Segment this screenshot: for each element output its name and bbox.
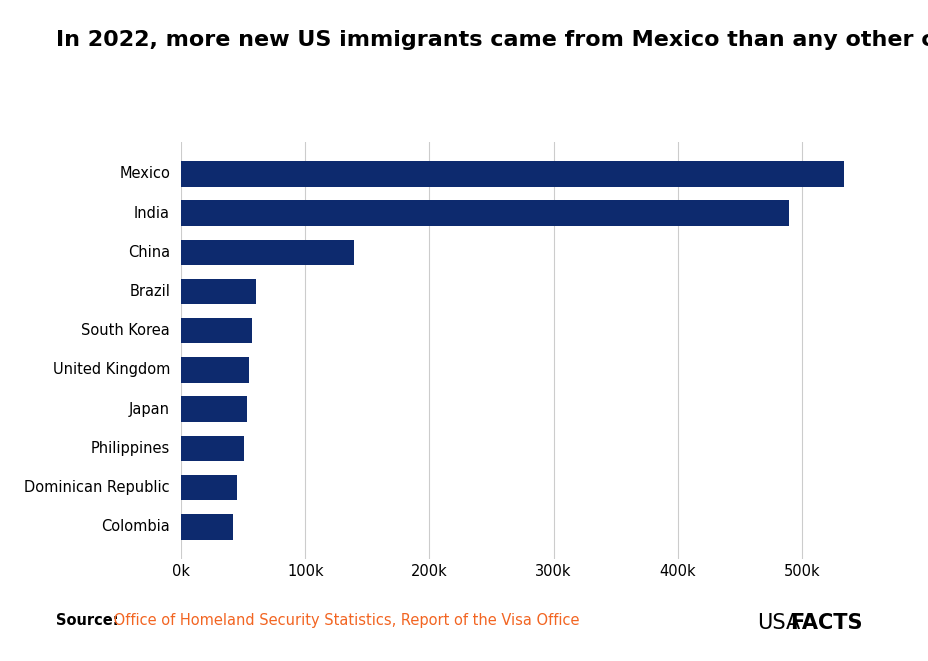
Bar [181, 357, 249, 383]
Bar [181, 239, 354, 265]
Text: In 2022, more new US immigrants came from Mexico than any other country: In 2022, more new US immigrants came fro… [56, 30, 928, 50]
Bar [181, 279, 255, 304]
Text: FACTS: FACTS [790, 613, 862, 633]
Text: Source:: Source: [56, 613, 118, 629]
Bar [181, 514, 233, 539]
Bar [181, 161, 844, 186]
Bar [181, 436, 244, 461]
Text: USA: USA [756, 613, 800, 633]
Text: Office of Homeland Security Statistics, Report of the Visa Office: Office of Homeland Security Statistics, … [109, 613, 578, 629]
Bar [181, 475, 237, 500]
Bar [181, 397, 247, 422]
Bar [181, 318, 251, 344]
Bar [181, 200, 789, 226]
